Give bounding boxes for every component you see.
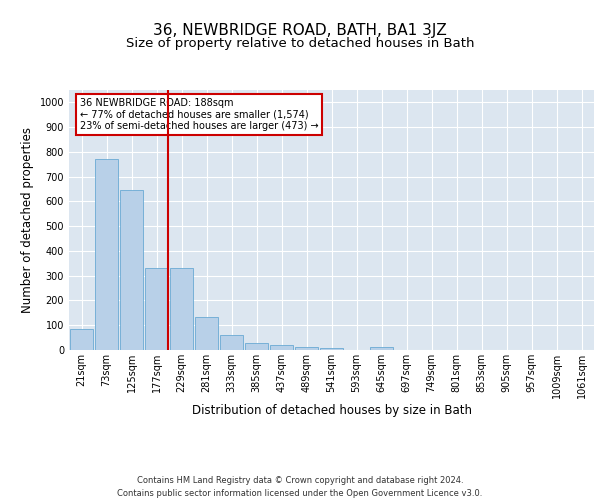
X-axis label: Distribution of detached houses by size in Bath: Distribution of detached houses by size …	[191, 404, 472, 416]
Bar	[320, 348, 343, 350]
Bar	[145, 268, 168, 350]
Bar	[70, 329, 93, 350]
Bar	[120, 190, 143, 350]
Bar	[195, 316, 218, 350]
Text: Contains HM Land Registry data © Crown copyright and database right 2024.
Contai: Contains HM Land Registry data © Crown c…	[118, 476, 482, 498]
Bar	[95, 160, 118, 350]
Text: 36, NEWBRIDGE ROAD, BATH, BA1 3JZ: 36, NEWBRIDGE ROAD, BATH, BA1 3JZ	[153, 22, 447, 38]
Bar	[270, 345, 293, 350]
Text: 36 NEWBRIDGE ROAD: 188sqm
← 77% of detached houses are smaller (1,574)
23% of se: 36 NEWBRIDGE ROAD: 188sqm ← 77% of detac…	[79, 98, 318, 131]
Bar	[295, 346, 318, 350]
Text: Size of property relative to detached houses in Bath: Size of property relative to detached ho…	[126, 38, 474, 51]
Bar	[370, 347, 393, 350]
Bar	[220, 335, 243, 350]
Bar	[170, 268, 193, 350]
Bar	[245, 344, 268, 350]
Y-axis label: Number of detached properties: Number of detached properties	[21, 127, 34, 313]
